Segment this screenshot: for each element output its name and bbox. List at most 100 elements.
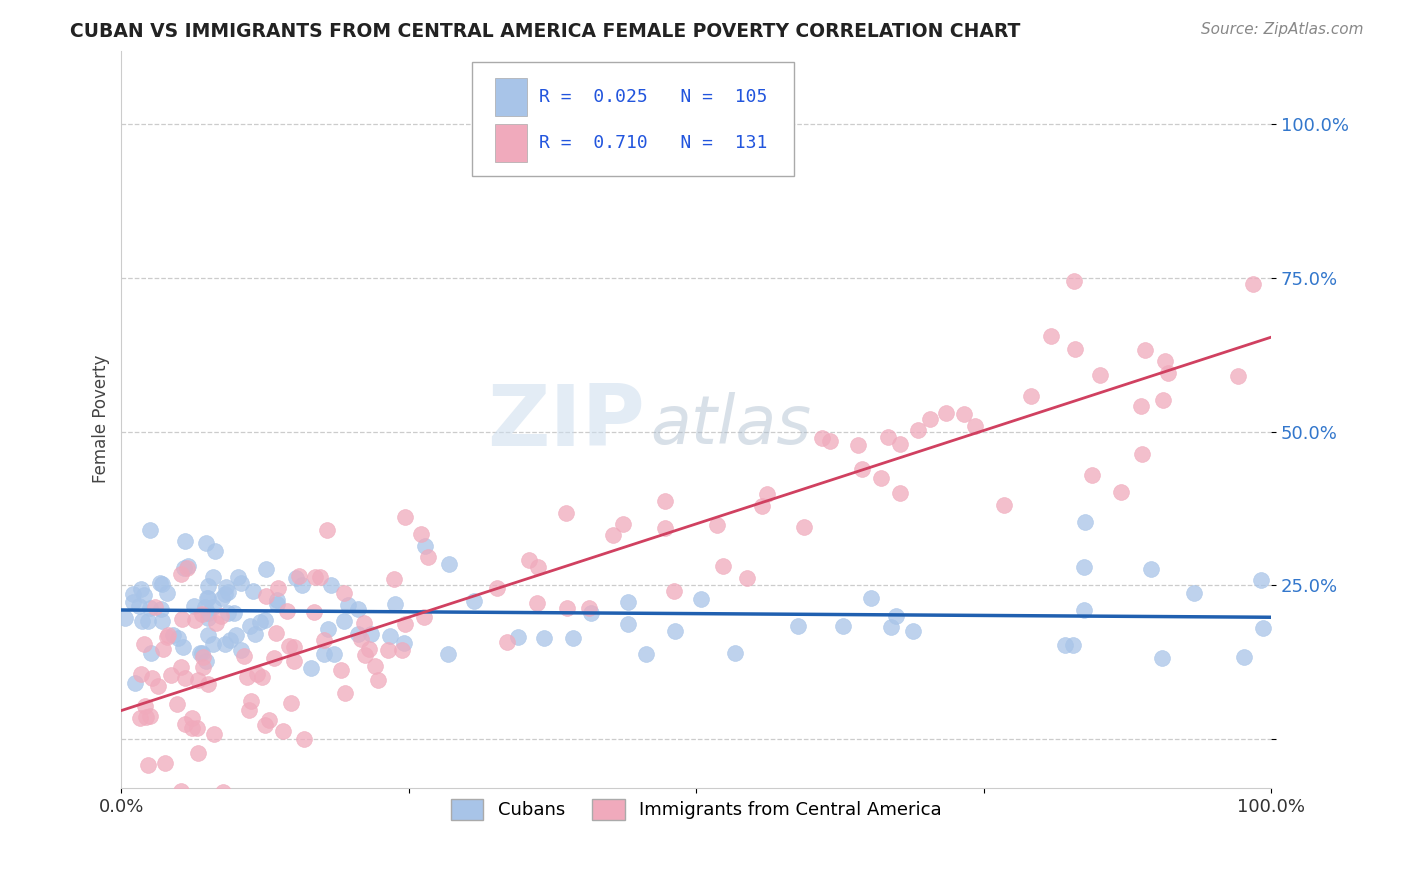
- Point: [254, 589, 277, 603]
- FancyBboxPatch shape: [495, 124, 527, 162]
- Point: [195, 536, 218, 550]
- Point: [150, 577, 173, 591]
- Point: [654, 521, 676, 535]
- Point: [283, 654, 305, 668]
- Point: [229, 643, 252, 657]
- Point: [173, 717, 195, 731]
- Point: [336, 598, 359, 612]
- Point: [889, 486, 911, 500]
- Point: [901, 624, 924, 638]
- Point: [578, 600, 600, 615]
- Point: [134, 698, 156, 713]
- Point: [1251, 620, 1274, 634]
- Point: [266, 592, 288, 607]
- Text: ZIP: ZIP: [486, 382, 644, 465]
- Point: [953, 407, 976, 421]
- Point: [224, 606, 246, 620]
- Point: [312, 647, 335, 661]
- Point: [357, 642, 380, 657]
- Point: [526, 596, 548, 610]
- Point: [706, 517, 728, 532]
- Point: [1053, 638, 1076, 652]
- Point: [239, 619, 262, 633]
- Point: [935, 406, 957, 420]
- Point: [114, 611, 136, 625]
- Point: [312, 632, 335, 647]
- Point: [197, 611, 219, 625]
- Point: [1250, 573, 1272, 587]
- Point: [316, 622, 339, 636]
- Point: [335, 686, 357, 700]
- Point: [1232, 650, 1254, 665]
- Point: [193, 659, 215, 673]
- Point: [1133, 343, 1156, 358]
- Point: [166, 697, 188, 711]
- Point: [172, 612, 194, 626]
- Point: [437, 557, 460, 571]
- Point: [180, 721, 202, 735]
- Point: [654, 493, 676, 508]
- Point: [183, 599, 205, 614]
- Point: [394, 510, 416, 524]
- Point: [496, 635, 519, 649]
- Point: [877, 429, 900, 443]
- Point: [136, 614, 159, 628]
- Point: [263, 651, 285, 665]
- Point: [139, 523, 162, 537]
- Point: [280, 696, 302, 710]
- Point: [194, 599, 217, 614]
- Point: [191, 607, 214, 621]
- Point: [561, 631, 583, 645]
- Point: [202, 726, 225, 740]
- Point: [271, 724, 294, 739]
- Point: [197, 591, 219, 605]
- Point: [254, 717, 277, 731]
- Point: [187, 747, 209, 761]
- Point: [170, 783, 193, 797]
- Point: [191, 650, 214, 665]
- Point: [278, 639, 301, 653]
- Point: [180, 710, 202, 724]
- Point: [148, 679, 170, 693]
- Point: [751, 499, 773, 513]
- Point: [291, 578, 314, 592]
- Point: [690, 591, 713, 606]
- Point: [292, 731, 315, 746]
- Point: [391, 643, 413, 657]
- Point: [129, 667, 152, 681]
- FancyBboxPatch shape: [495, 78, 527, 116]
- Point: [1040, 329, 1063, 343]
- Point: [219, 632, 242, 647]
- Point: [214, 587, 236, 601]
- Point: [346, 626, 368, 640]
- Point: [724, 646, 747, 660]
- Point: [1226, 368, 1249, 383]
- Point: [851, 462, 873, 476]
- FancyBboxPatch shape: [472, 62, 794, 176]
- Point: [150, 615, 173, 629]
- Point: [602, 528, 624, 542]
- Point: [533, 631, 555, 645]
- Point: [128, 599, 150, 613]
- Point: [259, 714, 281, 728]
- Point: [153, 805, 176, 820]
- Point: [264, 625, 287, 640]
- Point: [1130, 447, 1153, 461]
- Point: [229, 575, 252, 590]
- Y-axis label: Female Poverty: Female Poverty: [93, 355, 110, 483]
- Point: [367, 673, 389, 687]
- Point: [226, 570, 249, 584]
- Point: [197, 677, 219, 691]
- Point: [131, 614, 153, 628]
- Point: [1182, 586, 1205, 600]
- Point: [152, 641, 174, 656]
- Point: [811, 432, 834, 446]
- Point: [612, 516, 634, 531]
- Point: [330, 663, 353, 677]
- Point: [884, 609, 907, 624]
- Point: [170, 659, 193, 673]
- Point: [713, 559, 735, 574]
- Point: [579, 607, 602, 621]
- Point: [139, 709, 162, 723]
- Point: [486, 581, 509, 595]
